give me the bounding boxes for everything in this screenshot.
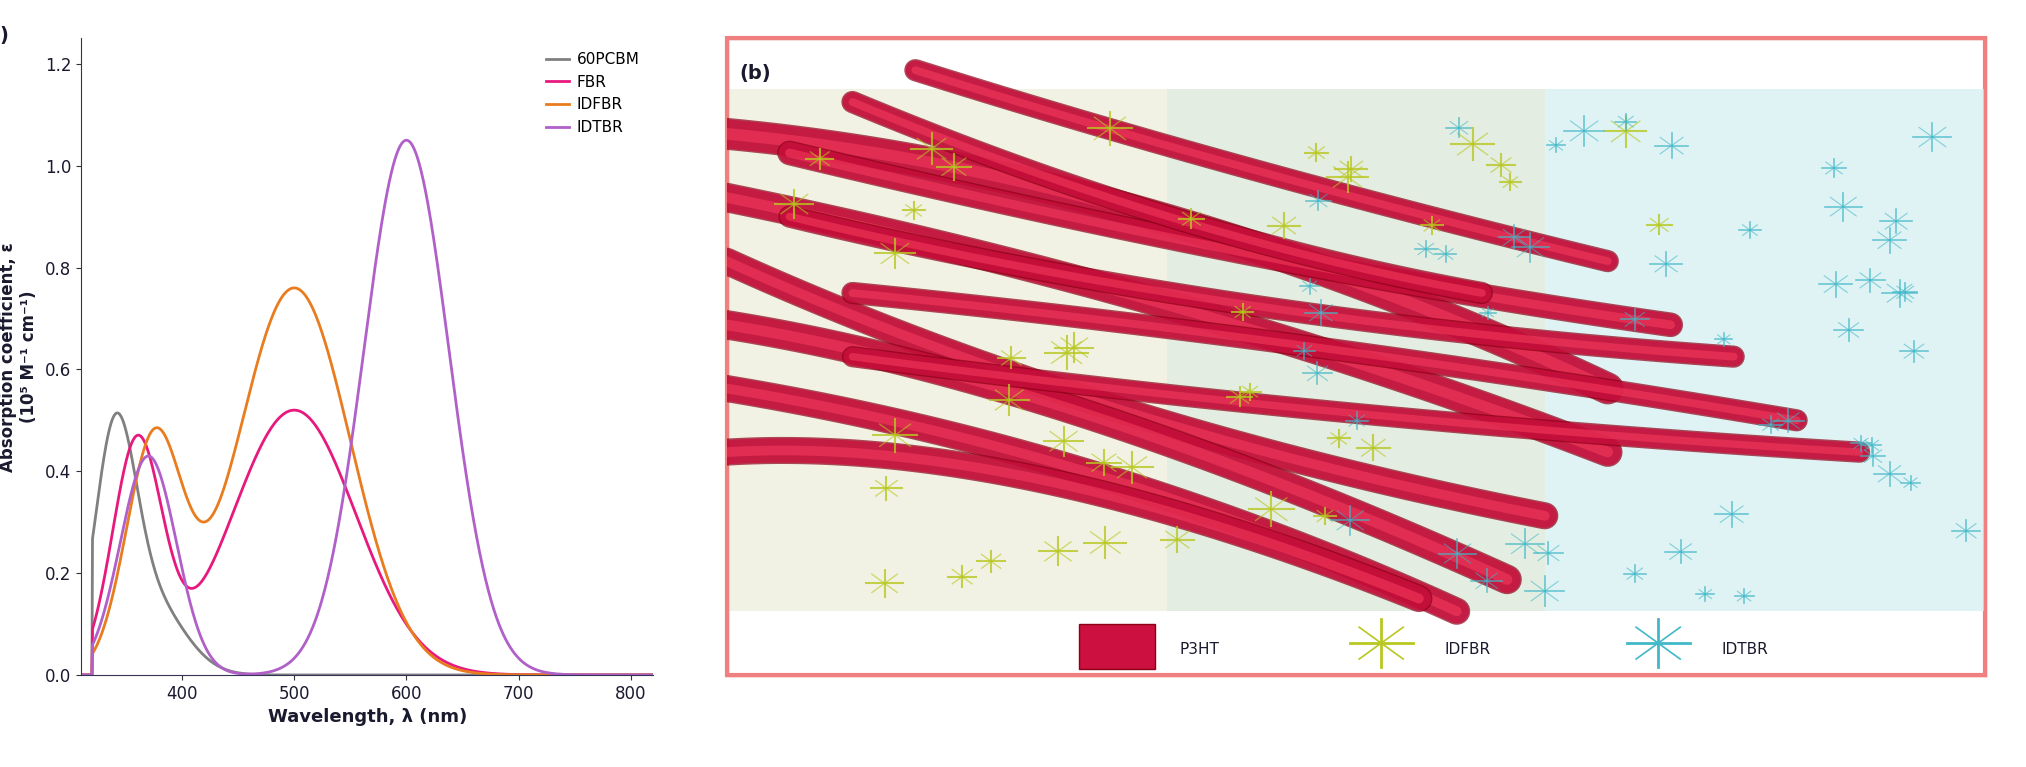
- IDFBR: [302, 304, 326, 314]
- Text: (a): (a): [0, 25, 8, 44]
- Line: IDFBR: IDFBR: [81, 288, 652, 675]
- 60PCBM: [69, 670, 93, 680]
- FBR: [128, 431, 152, 440]
- Bar: [1167, 89, 1985, 611]
- FancyBboxPatch shape: [1080, 624, 1155, 669]
- Text: IDTBR: IDTBR: [1722, 642, 1769, 657]
- 60PCBM: [640, 670, 665, 680]
- X-axis label: Wavelength, λ (nm): Wavelength, λ (nm): [267, 708, 466, 726]
- IDTBR: [300, 624, 324, 633]
- Text: P3HT: P3HT: [1179, 642, 1220, 657]
- IDTBR: [640, 670, 665, 680]
- IDFBR: [282, 283, 306, 292]
- Y-axis label: Absorption coefficient, ε
(10⁵ M⁻¹ cm⁻¹): Absorption coefficient, ε (10⁵ M⁻¹ cm⁻¹): [0, 242, 38, 472]
- 60PCBM: [517, 670, 541, 680]
- FBR: [527, 670, 551, 680]
- Text: (b): (b): [739, 64, 770, 83]
- IDFBR: [322, 368, 346, 377]
- IDFBR: [517, 670, 541, 680]
- IDFBR: [69, 670, 93, 680]
- 60PCBM: [105, 408, 130, 417]
- FBR: [322, 454, 346, 463]
- FancyBboxPatch shape: [727, 38, 1985, 675]
- Legend: 60PCBM, FBR, IDFBR, IDTBR: 60PCBM, FBR, IDFBR, IDTBR: [541, 46, 646, 141]
- Line: 60PCBM: 60PCBM: [81, 413, 652, 675]
- IDTBR: [395, 136, 419, 145]
- 60PCBM: [322, 670, 346, 680]
- FBR: [282, 406, 306, 415]
- FBR: [69, 670, 93, 680]
- Line: IDTBR: IDTBR: [81, 140, 652, 675]
- IDTBR: [462, 522, 486, 531]
- FBR: [462, 667, 486, 676]
- Text: IDFBR: IDFBR: [1445, 642, 1491, 657]
- IDTBR: [128, 462, 152, 471]
- IDTBR: [69, 670, 93, 680]
- FBR: [302, 417, 326, 426]
- Line: FBR: FBR: [81, 410, 652, 675]
- IDFBR: [462, 668, 486, 677]
- IDTBR: [527, 666, 551, 675]
- 60PCBM: [527, 670, 551, 680]
- Bar: [727, 89, 1985, 611]
- 60PCBM: [302, 670, 326, 680]
- 60PCBM: [128, 499, 152, 508]
- Bar: [727, 89, 1546, 611]
- IDFBR: [527, 670, 551, 680]
- IDTBR: [517, 661, 541, 670]
- FBR: [517, 670, 541, 680]
- IDFBR: [640, 670, 665, 680]
- 60PCBM: [462, 670, 486, 680]
- IDFBR: [128, 461, 152, 470]
- FBR: [640, 670, 665, 680]
- IDTBR: [320, 548, 344, 558]
